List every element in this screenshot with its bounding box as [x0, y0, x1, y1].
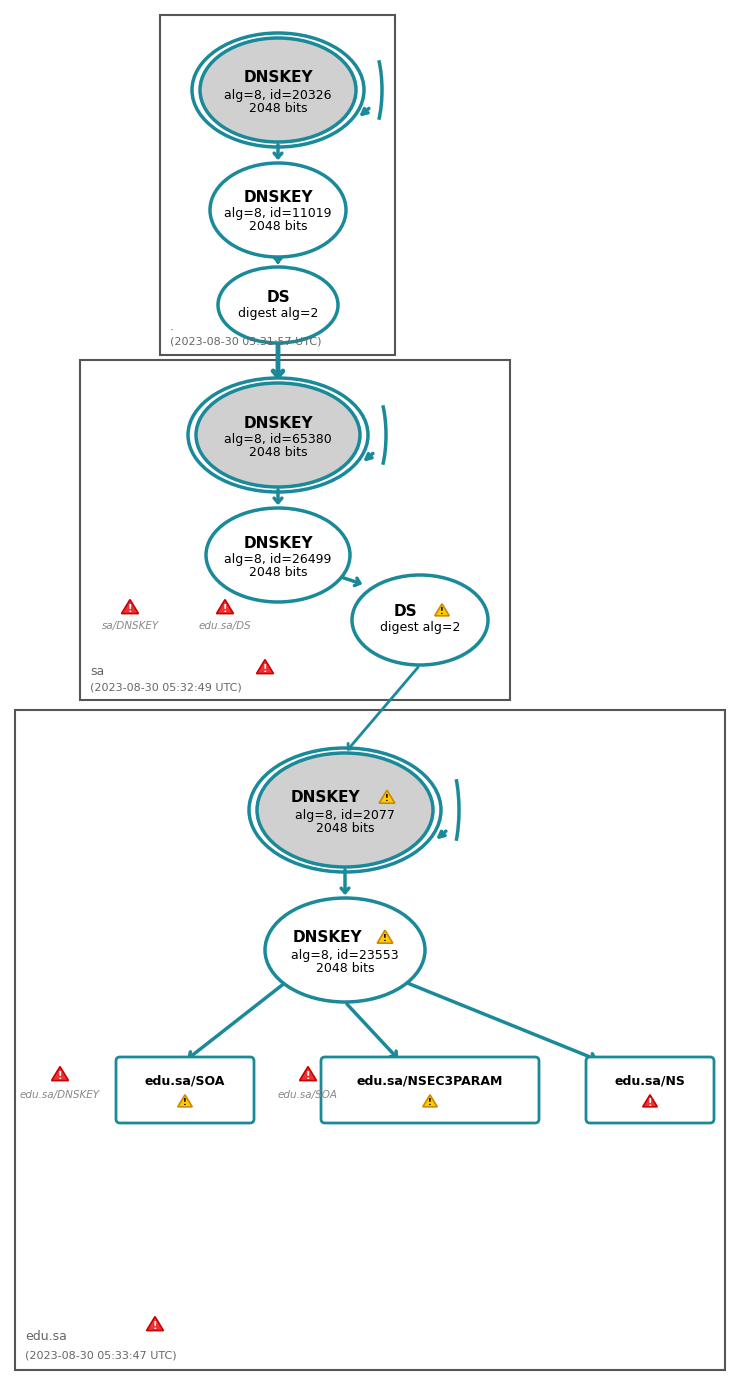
- Text: sa: sa: [90, 664, 104, 678]
- Text: sa/DNSKEY: sa/DNSKEY: [102, 621, 159, 631]
- Text: .: .: [170, 320, 174, 334]
- Polygon shape: [435, 604, 449, 616]
- Text: 2048 bits: 2048 bits: [249, 221, 308, 233]
- Text: !: !: [385, 794, 389, 803]
- Text: (2023-08-30 05:33:47 UTC): (2023-08-30 05:33:47 UTC): [25, 1350, 176, 1360]
- Text: edu.sa/DS: edu.sa/DS: [199, 621, 251, 631]
- Text: !: !: [58, 1071, 62, 1081]
- Text: alg=8, id=20326: alg=8, id=20326: [225, 88, 332, 102]
- Text: !: !: [223, 603, 227, 614]
- Text: !: !: [263, 663, 268, 674]
- Ellipse shape: [265, 898, 425, 1002]
- Text: 2048 bits: 2048 bits: [316, 962, 374, 974]
- Text: !: !: [306, 1071, 310, 1081]
- Bar: [80, 360, 510, 699]
- Polygon shape: [178, 1094, 192, 1107]
- Text: edu.sa/SOA: edu.sa/SOA: [278, 1090, 338, 1100]
- Text: DS: DS: [393, 603, 416, 618]
- Ellipse shape: [218, 267, 338, 343]
- Polygon shape: [52, 1067, 68, 1081]
- Bar: [160, 15, 395, 355]
- Text: !: !: [428, 1099, 432, 1107]
- FancyBboxPatch shape: [321, 1057, 539, 1122]
- Text: alg=8, id=23553: alg=8, id=23553: [291, 948, 399, 962]
- Text: (2023-08-30 05:31:57 UTC): (2023-08-30 05:31:57 UTC): [170, 336, 322, 348]
- Text: DNSKEY: DNSKEY: [292, 931, 362, 945]
- Text: !: !: [440, 607, 444, 616]
- Text: edu.sa: edu.sa: [25, 1330, 67, 1343]
- FancyBboxPatch shape: [586, 1057, 714, 1122]
- Ellipse shape: [196, 383, 360, 487]
- Polygon shape: [299, 1067, 316, 1081]
- Text: DNSKEY: DNSKEY: [243, 190, 313, 205]
- Text: DNSKEY: DNSKEY: [243, 416, 313, 430]
- Text: DS: DS: [266, 289, 290, 304]
- Text: edu.sa/SOA: edu.sa/SOA: [144, 1075, 225, 1087]
- Text: !: !: [648, 1097, 652, 1107]
- Text: DNSKEY: DNSKEY: [290, 790, 360, 805]
- Text: alg=8, id=65380: alg=8, id=65380: [224, 434, 332, 447]
- Text: alg=8, id=26499: alg=8, id=26499: [225, 553, 332, 565]
- Ellipse shape: [200, 38, 356, 142]
- Text: !: !: [183, 1099, 187, 1107]
- Text: 2048 bits: 2048 bits: [249, 565, 308, 578]
- Text: 2048 bits: 2048 bits: [249, 447, 308, 459]
- Polygon shape: [379, 790, 395, 803]
- Text: !: !: [383, 934, 387, 944]
- Text: digest alg=2: digest alg=2: [380, 621, 460, 635]
- Text: !: !: [153, 1321, 157, 1330]
- Text: edu.sa/DNSKEY: edu.sa/DNSKEY: [20, 1090, 100, 1100]
- Text: 2048 bits: 2048 bits: [249, 102, 308, 114]
- Text: !: !: [127, 603, 132, 614]
- Polygon shape: [377, 930, 393, 944]
- Text: DNSKEY: DNSKEY: [243, 536, 313, 550]
- Polygon shape: [422, 1094, 437, 1107]
- Polygon shape: [256, 659, 273, 674]
- Text: DNSKEY: DNSKEY: [243, 71, 313, 85]
- Polygon shape: [122, 600, 139, 614]
- Text: alg=8, id=11019: alg=8, id=11019: [225, 208, 332, 221]
- Text: alg=8, id=2077: alg=8, id=2077: [295, 808, 395, 821]
- Polygon shape: [147, 1316, 164, 1330]
- Text: digest alg=2: digest alg=2: [238, 307, 318, 320]
- Polygon shape: [216, 600, 233, 614]
- Text: (2023-08-30 05:32:49 UTC): (2023-08-30 05:32:49 UTC): [90, 683, 242, 692]
- Ellipse shape: [257, 752, 433, 867]
- Ellipse shape: [352, 575, 488, 664]
- Text: edu.sa/NS: edu.sa/NS: [614, 1075, 685, 1087]
- Ellipse shape: [206, 508, 350, 602]
- FancyBboxPatch shape: [116, 1057, 254, 1122]
- Polygon shape: [642, 1094, 657, 1107]
- Ellipse shape: [210, 163, 346, 257]
- Text: edu.sa/NSEC3PARAM: edu.sa/NSEC3PARAM: [357, 1075, 503, 1087]
- Bar: [15, 711, 725, 1369]
- Text: 2048 bits: 2048 bits: [316, 821, 374, 835]
